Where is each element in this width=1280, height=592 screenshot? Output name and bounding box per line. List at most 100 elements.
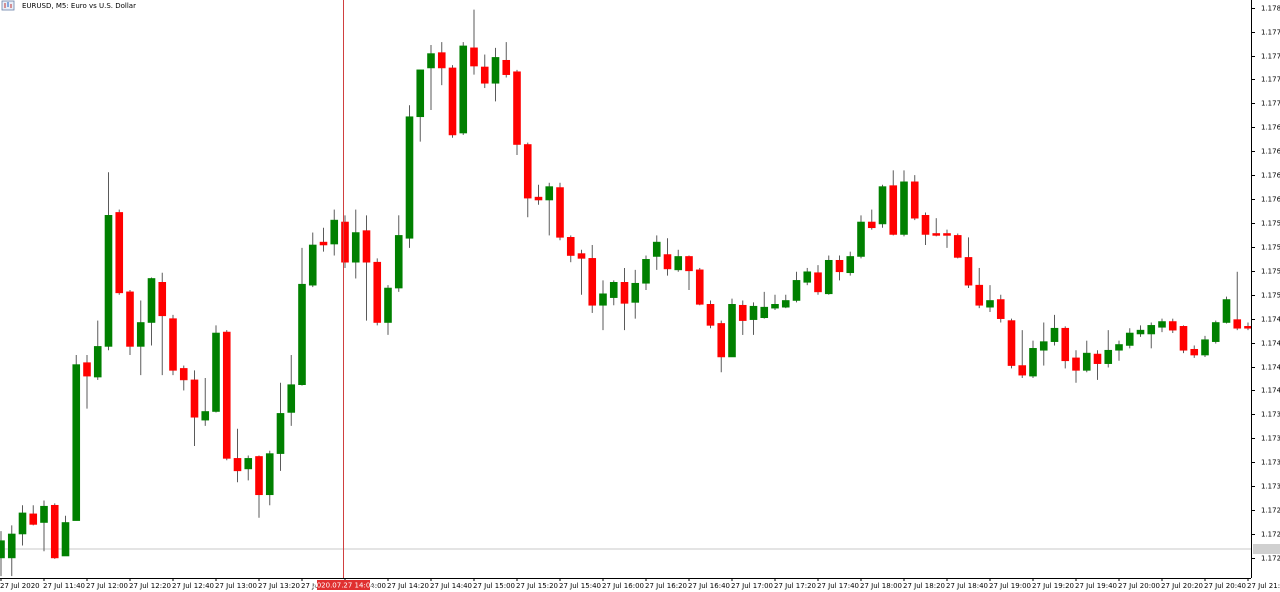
candle-body: [61, 522, 70, 557]
candle-body: [1061, 327, 1070, 362]
candle-body: [83, 362, 91, 377]
y-tick-label: 1.17560: [1261, 244, 1280, 252]
candle-body: [1158, 321, 1166, 328]
candle-body: [222, 331, 231, 459]
candle-body: [513, 71, 521, 145]
candle-body: [1029, 348, 1037, 377]
x-tick-label: 27 Jul 15:20: [516, 582, 558, 590]
x-tick-label: 27 Jul 2020: [0, 582, 40, 590]
candle-body: [534, 196, 543, 201]
candle-body: [276, 413, 285, 454]
candle-body: [287, 384, 296, 413]
candle-body: [964, 257, 973, 286]
candle-body: [760, 306, 769, 319]
candle-body: [706, 304, 715, 326]
crosshair-label: 2020.07.27 14:00: [312, 582, 374, 590]
y-tick-label: 1.17610: [1261, 196, 1280, 204]
y-tick-label: 1.17585: [1261, 220, 1280, 228]
candle-body: [674, 256, 683, 271]
candle-body: [1007, 320, 1016, 366]
y-tick-label: 1.17510: [1261, 292, 1280, 300]
candle-body: [814, 272, 822, 293]
candle-body: [179, 368, 188, 381]
candle-body: [609, 282, 618, 298]
x-tick-label: 27 Jul 20:20: [1161, 582, 1203, 590]
x-tick-label: 27 Jul 15:40: [559, 582, 601, 590]
chart-title: EURUSD, M5: Euro vs U.S. Dollar: [22, 2, 136, 10]
candle-body: [1147, 325, 1156, 335]
x-tick-label: 27 Jul 15:00: [473, 582, 515, 590]
candle-body: [910, 181, 919, 219]
candle-body: [1125, 332, 1134, 346]
candle-body: [889, 185, 898, 235]
x-tick-label: 27 Jul 19:00: [989, 582, 1031, 590]
candle-body: [1082, 352, 1091, 371]
candle-body: [437, 52, 446, 69]
candle-body: [104, 215, 113, 347]
x-tick-label: 27 Jul 14:20: [387, 582, 429, 590]
candle-body: [975, 284, 984, 306]
y-tick-label: 1.17635: [1261, 172, 1280, 180]
x-tick-label: 27 Jul 19:20: [1032, 582, 1074, 590]
y-tick-label: 1.17335: [1261, 459, 1280, 467]
candle-body: [212, 332, 220, 412]
candle-body: [642, 259, 650, 284]
candle-body: [663, 254, 672, 270]
candle-body: [900, 181, 908, 235]
candle-body: [835, 259, 844, 273]
title-icon: [1, 0, 15, 11]
candle-body: [255, 456, 263, 496]
y-tick-label: 1.17410: [1261, 387, 1280, 395]
candle-body: [7, 533, 16, 559]
candle-body: [470, 47, 478, 67]
y-tick-label: 1.17810: [1261, 5, 1280, 13]
x-tick-label: 27 Jul 14:40: [430, 582, 472, 590]
candle-body: [1093, 353, 1102, 364]
candle-body: [588, 258, 597, 306]
candle-body: [857, 221, 865, 257]
x-tick-label: 27 Jul 21:00: [1247, 582, 1280, 590]
candle-body: [0, 540, 5, 559]
candle-body: [749, 305, 758, 320]
candle-body: [1104, 349, 1113, 364]
x-tick-label: 27 Jul 17:20: [774, 582, 816, 590]
candle-body: [448, 67, 457, 136]
candle-body: [298, 283, 306, 385]
candle-body: [330, 219, 339, 245]
candle-body: [824, 259, 833, 295]
candle-body: [566, 237, 575, 256]
candle-body: [394, 235, 403, 289]
x-tick-label: 27 Jul 17:40: [817, 582, 859, 590]
x-tick-label: 27 Jul 13:00: [215, 582, 257, 590]
x-tick-label: 27 Jul 16:20: [645, 582, 687, 590]
candle-body: [1039, 341, 1048, 351]
y-tick-label: 1.17535: [1261, 268, 1280, 276]
x-tick-label: 27 Jul 12:00: [86, 582, 128, 590]
candle-body: [921, 215, 930, 235]
y-tick-label: 1.17385: [1261, 411, 1280, 419]
candle-body: [545, 186, 554, 201]
candle-body: [1050, 327, 1059, 342]
x-tick-label: 27 Jul 12:20: [129, 582, 171, 590]
candle-body: [932, 233, 941, 236]
candle-body: [728, 304, 736, 358]
candle-body: [341, 221, 349, 263]
candle-body: [244, 458, 253, 470]
y-tick-label: 1.17360: [1261, 435, 1280, 443]
candle-body: [599, 293, 607, 306]
candle-body: [72, 364, 81, 521]
y-tick-label: 1.17685: [1261, 124, 1280, 132]
candle-body: [126, 291, 134, 347]
candle-body: [652, 241, 661, 257]
y-tick-label: 1.17735: [1261, 76, 1280, 84]
candle-body: [738, 304, 747, 321]
candle-body: [781, 300, 790, 308]
x-tick-label: 27 Jul 20:00: [1118, 582, 1160, 590]
x-tick-label: 27 Jul 18:20: [903, 582, 945, 590]
y-tick-label: 1.17235: [1261, 555, 1280, 563]
candle-body: [40, 505, 48, 523]
x-tick-label: 27 Jul 12:40: [172, 582, 214, 590]
candle-body: [50, 504, 59, 559]
